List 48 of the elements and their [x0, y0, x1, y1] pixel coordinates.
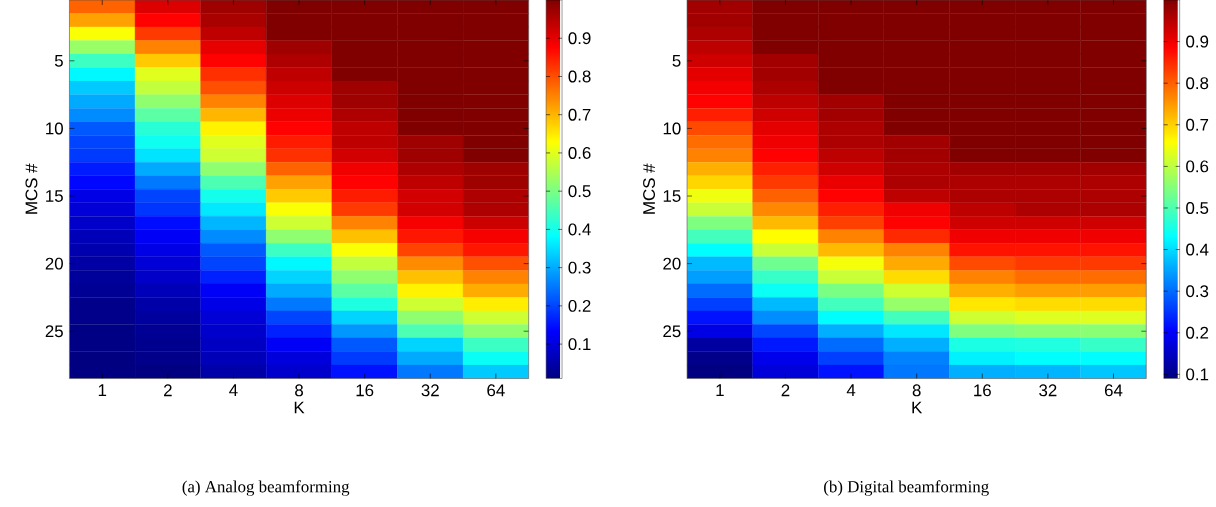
x-tick-label: 64 — [487, 384, 505, 397]
color-bar-label: 0.3 — [568, 261, 591, 274]
x-tick-label: 32 — [1039, 384, 1057, 397]
color-bar-label: 0.5 — [568, 185, 591, 198]
color-bar-label: 0.8 — [568, 70, 591, 83]
x-tick-label: 32 — [421, 384, 439, 397]
x-axis-title: K — [294, 401, 305, 414]
color-bar-label: 0.7 — [568, 108, 591, 121]
color-bar-label: 0.1 — [568, 338, 591, 351]
y-axis-title: MCS # — [643, 163, 656, 214]
x-tick-label: 16 — [356, 384, 374, 397]
color-bar-label: 0.4 — [1186, 243, 1209, 256]
color-bar-label: 0.9 — [1186, 35, 1209, 48]
x-tick-label: 1 — [98, 384, 107, 396]
color-bar-label: 0.7 — [1186, 118, 1209, 131]
x-tick-label: 64 — [1104, 384, 1123, 397]
color-bar-label: 0.1 — [1186, 368, 1209, 381]
x-tick-label: 2 — [781, 384, 790, 397]
x-tick-label: 8 — [295, 384, 304, 397]
y-tick-label: 20 — [45, 257, 63, 270]
y-tick-label: 5 — [672, 54, 681, 67]
color-bar-label: 0.8 — [1186, 77, 1209, 90]
y-axis-title: MCS # — [25, 163, 38, 214]
text: (b) Digital beamforming — [824, 480, 989, 496]
color-bar-label: 0.6 — [1186, 160, 1209, 173]
color-bar-label: 0.6 — [568, 146, 591, 159]
x-axis-title: K — [912, 401, 923, 414]
y-tick-label: 25 — [663, 325, 681, 338]
x-tick-label: 16 — [974, 384, 991, 397]
color-bar-label: 0.2 — [568, 299, 591, 312]
y-tick-label: 25 — [45, 325, 63, 338]
color-bar-label: 0.9 — [568, 32, 591, 45]
y-tick-label: 10 — [663, 122, 681, 135]
x-tick-label: 8 — [912, 384, 921, 397]
y-tick-label: 15 — [46, 190, 63, 202]
y-tick-label: 10 — [46, 122, 63, 135]
color-bar-label: 0.5 — [1186, 201, 1209, 214]
y-tick-label: 15 — [663, 190, 681, 202]
text: (a) Analog beamforming — [182, 480, 350, 496]
color-bar-label: 0.3 — [1186, 285, 1209, 298]
y-tick-label: 5 — [54, 54, 63, 67]
color-bar-label: 0.2 — [1186, 326, 1209, 339]
x-tick-label: 1 — [716, 384, 724, 396]
x-tick-label: 4 — [846, 384, 856, 396]
x-tick-label: 4 — [229, 384, 238, 396]
y-tick-label: 20 — [663, 257, 681, 270]
x-tick-label: 2 — [164, 384, 172, 397]
color-bar-label: 0.4 — [568, 223, 591, 236]
